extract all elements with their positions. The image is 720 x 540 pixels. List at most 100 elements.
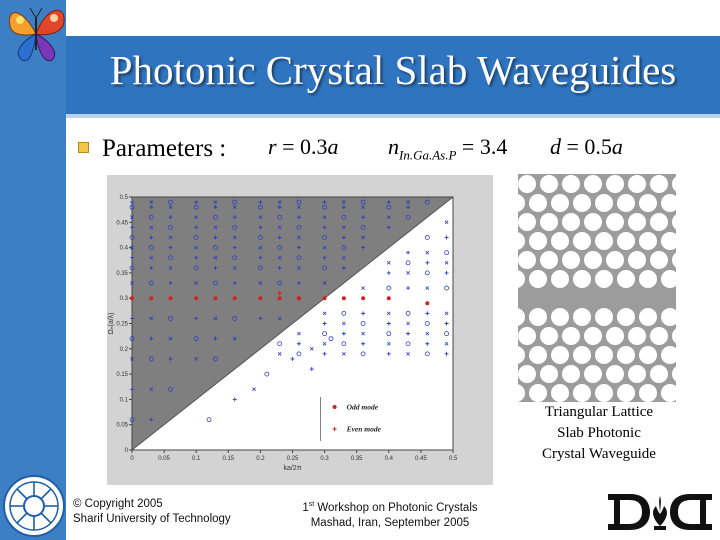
mode-point xyxy=(425,286,430,290)
mode-point xyxy=(258,215,263,220)
lattice-hole xyxy=(628,327,646,345)
lattice-hole xyxy=(639,346,657,364)
mode-point xyxy=(360,351,366,357)
mode-point xyxy=(130,281,134,285)
lattice-hole xyxy=(584,251,602,269)
mode-point xyxy=(232,235,237,240)
mode-point xyxy=(277,341,283,347)
x-tick-label: 0.35 xyxy=(351,456,363,462)
lattice-hole xyxy=(562,213,580,231)
mode-point xyxy=(322,200,327,205)
legend-even-marker xyxy=(332,426,337,431)
mode-point xyxy=(341,245,347,250)
odd-mode-point xyxy=(168,296,173,301)
mode-point xyxy=(360,321,366,326)
lattice-hole xyxy=(639,384,657,402)
mode-point xyxy=(405,341,411,347)
lattice-hole xyxy=(551,308,569,326)
y-tick-label: 0.5 xyxy=(120,195,129,201)
mode-point xyxy=(406,286,411,291)
mode-point xyxy=(213,245,218,250)
mode-point xyxy=(296,351,302,357)
lattice-hole xyxy=(617,346,635,364)
y-tick-label: 0.45 xyxy=(116,220,128,226)
mode-point xyxy=(168,265,173,270)
lattice-hole xyxy=(661,194,676,212)
lattice-hole xyxy=(672,252,676,268)
even-mode-point xyxy=(277,290,282,296)
odd-mode-point xyxy=(277,296,282,301)
lattice-hole xyxy=(617,308,635,326)
lattice-hole xyxy=(529,270,547,288)
lattice-hole xyxy=(540,213,558,231)
copyright-line-1: © Copyright 2005 xyxy=(73,498,163,510)
lattice-hole xyxy=(606,365,624,383)
mode-point xyxy=(406,250,411,255)
x-axis-label: ka/2π xyxy=(283,465,301,472)
y-tick-label: 0.4 xyxy=(120,246,129,252)
lattice-hole xyxy=(551,232,569,250)
lattice-hole xyxy=(584,327,602,345)
lattice-hole xyxy=(595,384,613,402)
lattice-hole xyxy=(672,214,676,230)
mode-point xyxy=(193,265,199,271)
odd-mode-point xyxy=(322,296,327,301)
mode-point xyxy=(149,200,154,204)
mode-point xyxy=(213,225,218,230)
mode-point xyxy=(149,417,154,422)
mode-point xyxy=(213,265,218,270)
x-tick-label: 0.5 xyxy=(449,456,458,462)
x-tick-label: 0.15 xyxy=(222,456,234,462)
mode-point xyxy=(361,235,366,240)
mode-point xyxy=(148,280,154,286)
lattice-hole xyxy=(518,251,536,269)
legend-label: Even mode xyxy=(346,424,382,433)
mode-point xyxy=(168,316,173,321)
odd-mode-point xyxy=(425,301,430,306)
lattice-hole xyxy=(639,194,657,212)
lattice-hole xyxy=(584,213,602,231)
mode-point xyxy=(424,270,430,276)
mode-point xyxy=(322,351,327,356)
mode-point xyxy=(252,387,256,392)
mode-point xyxy=(444,260,449,265)
lattice-hole xyxy=(551,346,569,364)
lattice-hole xyxy=(551,384,569,402)
mode-point xyxy=(424,351,430,357)
lattice-hole xyxy=(606,327,624,345)
x-tick-label: 0.4 xyxy=(385,456,394,462)
mode-point xyxy=(277,245,283,250)
mode-point xyxy=(129,204,135,210)
lattice-hole xyxy=(584,365,602,383)
mode-point xyxy=(386,285,392,291)
lattice-hole xyxy=(518,346,525,364)
mode-point xyxy=(194,215,199,220)
lattice-hole xyxy=(628,213,646,231)
band-diagram-panel: 0 0.05 0.1 0.15 0.2 0.25 0.3 0.35 0.4 0.45 0.5 0 0.0… xyxy=(107,175,493,485)
mode-point xyxy=(264,371,270,377)
mode-point xyxy=(277,200,282,204)
lattice-hole xyxy=(672,328,676,344)
copyright-line-2: Sharif University of Technology xyxy=(73,513,231,525)
mode-point xyxy=(386,311,391,316)
mode-point xyxy=(258,225,263,230)
mode-point xyxy=(361,341,366,346)
mode-point xyxy=(405,260,411,266)
odd-mode-point xyxy=(130,296,134,301)
mode-point xyxy=(149,255,154,260)
mode-point xyxy=(277,265,282,270)
lattice-hole xyxy=(639,270,657,288)
mode-point xyxy=(129,336,135,342)
odd-mode-point xyxy=(194,296,199,301)
lattice-hole xyxy=(573,308,591,326)
mode-point xyxy=(297,235,301,240)
lattice-hole xyxy=(617,232,635,250)
lattice-hole xyxy=(606,251,624,269)
lattice-hole xyxy=(661,346,676,364)
lattice-hole xyxy=(672,366,676,382)
mode-point xyxy=(425,331,430,336)
lattice-hole xyxy=(661,308,676,326)
lattice-hole xyxy=(606,175,624,193)
lattice-hole xyxy=(617,270,635,288)
triangular-lattice-image xyxy=(518,174,676,402)
